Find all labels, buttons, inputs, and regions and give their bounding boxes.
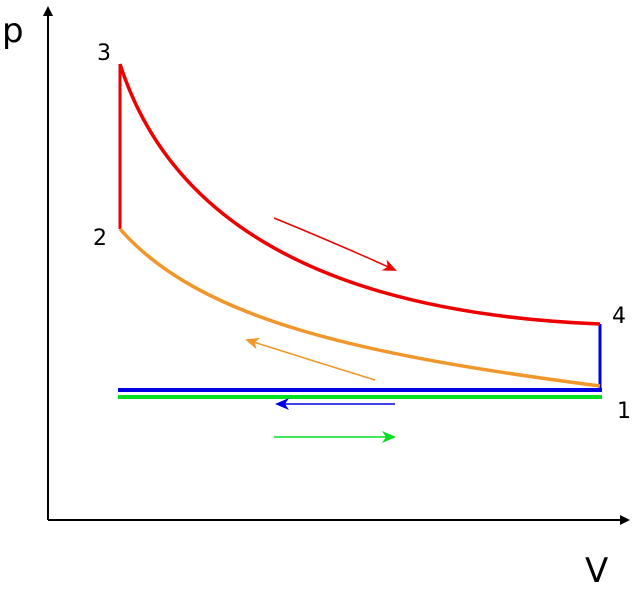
arrow-expansion [273,217,397,271]
adiabat-1-2 [118,227,601,388]
point-label: 3 [97,41,111,66]
point-label: 4 [612,304,626,329]
point-label: 2 [93,226,107,251]
arrow-compression [245,337,376,381]
y-axis-label: p [2,11,24,51]
point-label: 1 [617,399,631,424]
x-axis-label: V [585,551,608,591]
adiabat-3-4 [118,63,601,326]
